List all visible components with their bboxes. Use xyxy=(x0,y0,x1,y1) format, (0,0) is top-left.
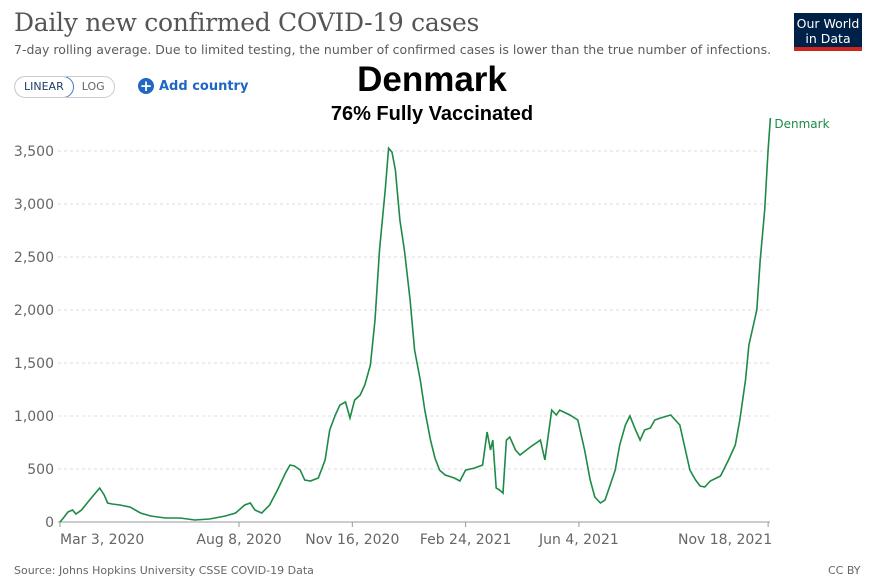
x-tick-label: Mar 3, 2020 xyxy=(60,532,144,548)
y-tick-label: 0 xyxy=(45,515,54,531)
license-link[interactable]: CC BY xyxy=(828,564,861,577)
scale-toggle: LINEAR LOG xyxy=(14,76,115,98)
log-button[interactable]: LOG xyxy=(81,80,105,93)
series-label: Denmark xyxy=(774,117,829,131)
x-tick-label: Nov 18, 2021 xyxy=(678,532,772,548)
y-tick-label: 3,000 xyxy=(14,197,54,213)
y-tick-label: 500 xyxy=(27,462,54,478)
series-line-denmark xyxy=(59,117,772,523)
source-note: Source: Johns Hopkins University CSSE CO… xyxy=(14,564,314,577)
chart-subtitle: 7-day rolling average. Due to limited te… xyxy=(14,42,772,57)
add-country-label: Add country xyxy=(159,78,249,94)
country-heading: Denmark xyxy=(357,60,507,99)
y-tick-label: 3,500 xyxy=(14,144,54,160)
plus-icon: + xyxy=(138,77,154,95)
x-tick-label: Aug 8, 2020 xyxy=(196,532,281,548)
vaccination-heading: 76% Fully Vaccinated xyxy=(330,103,534,125)
add-country-button[interactable]: + Add country xyxy=(138,78,248,94)
y-tick-label: 1,500 xyxy=(14,356,54,372)
x-tick-label: Nov 16, 2020 xyxy=(305,532,399,548)
chart-title: Daily new confirmed COVID-19 cases xyxy=(14,8,480,37)
linear-button[interactable]: LINEAR xyxy=(14,77,74,97)
x-tick-label: Jun 4, 2021 xyxy=(538,532,619,548)
y-tick-label: 1,000 xyxy=(14,409,54,425)
owid-logo[interactable]: Our World in Data xyxy=(794,13,862,51)
x-tick-label: Feb 24, 2021 xyxy=(420,532,512,548)
y-tick-label: 2,500 xyxy=(14,250,54,266)
y-tick-label: 2,000 xyxy=(14,303,54,319)
